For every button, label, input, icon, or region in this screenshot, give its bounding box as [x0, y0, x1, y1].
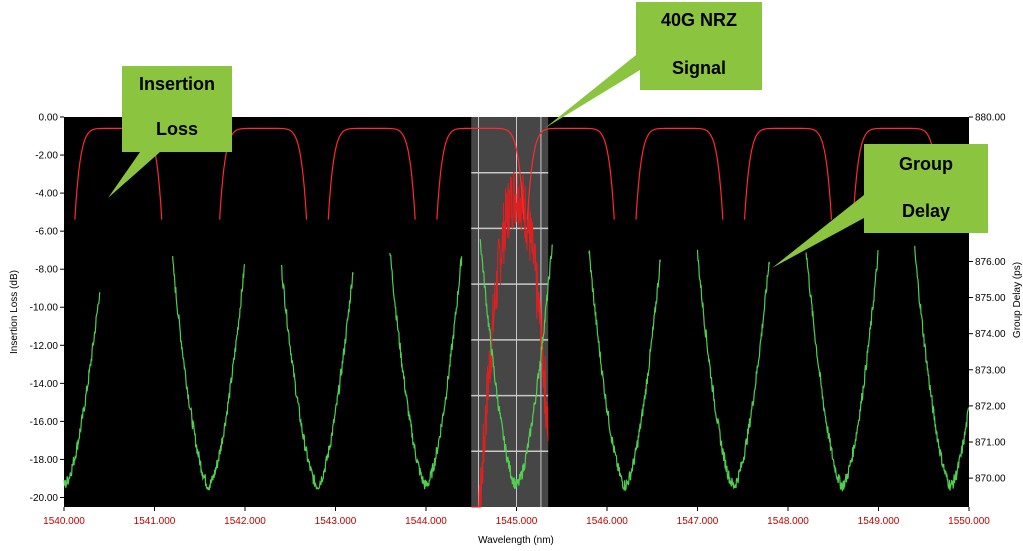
x-tick-label: 1550.000 — [948, 516, 990, 527]
x-tick-label: 1549.000 — [858, 516, 900, 527]
y-right-tick-label: 871.00 — [975, 438, 1006, 449]
y-right-tick-label: 880.00 — [975, 113, 1006, 124]
y-axis-left-title: Insertion Loss (dB) — [9, 270, 20, 354]
y-right-tick-label: 870.00 — [975, 474, 1006, 485]
x-tick-label: 1541.000 — [134, 516, 176, 527]
y-left-tick-label: -12.00 — [30, 341, 59, 352]
y-axis-left-ticks: 0.00 -2.00 -4.00 -6.00 -8.00 -10.00 -12.00 -14.… — [30, 113, 64, 504]
y-left-tick-label: -8.00 — [35, 265, 58, 276]
y-left-tick-label: -6.00 — [35, 227, 58, 238]
x-tick-label: 1543.000 — [315, 516, 357, 527]
group-delay-callout-line2: Delay — [902, 201, 950, 221]
x-tick-label: 1540.000 — [43, 516, 85, 527]
signal-callout-line1: 40G NRZ — [661, 10, 737, 30]
x-tick-label: 1542.000 — [224, 516, 266, 527]
x-tick-label: 1546.000 — [586, 516, 628, 527]
y-axis-right-title: Group Delay (ps) — [1012, 262, 1023, 338]
insertion-loss-callout-line1: Insertion — [139, 74, 215, 94]
group-delay-callout-line1: Group — [899, 154, 953, 174]
y-left-tick-label: -16.00 — [30, 417, 59, 428]
y-left-tick-label: -18.00 — [30, 455, 59, 466]
y-left-tick-label: -14.00 — [30, 379, 59, 390]
y-left-tick-label: -20.00 — [30, 493, 59, 504]
x-tick-label: 1547.000 — [677, 516, 719, 527]
y-right-tick-label: 875.00 — [975, 293, 1006, 304]
insertion-loss-callout-line2: Loss — [156, 119, 198, 139]
signal-callout: 40G NRZ Signal — [545, 2, 762, 128]
y-left-tick-label: -10.00 — [30, 303, 59, 314]
x-tick-label: 1545.000 — [496, 516, 538, 527]
y-right-tick-label: 872.00 — [975, 401, 1006, 412]
y-left-tick-label: -2.00 — [35, 151, 58, 162]
x-tick-label: 1544.000 — [405, 516, 447, 527]
y-left-tick-label: 0.00 — [39, 113, 59, 124]
y-left-tick-label: -4.00 — [35, 189, 58, 200]
x-axis-ticks: 1540.000 1541.000 1542.000 1543.000 1544.000… — [43, 507, 990, 527]
y-right-tick-label: 874.00 — [975, 329, 1006, 340]
signal-callout-line2: Signal — [672, 58, 726, 78]
y-right-tick-label: 873.00 — [975, 365, 1006, 376]
x-axis-title: Wavelength (nm) — [478, 535, 554, 546]
x-tick-label: 1548.000 — [767, 516, 809, 527]
y-right-tick-label: 876.00 — [975, 257, 1006, 268]
